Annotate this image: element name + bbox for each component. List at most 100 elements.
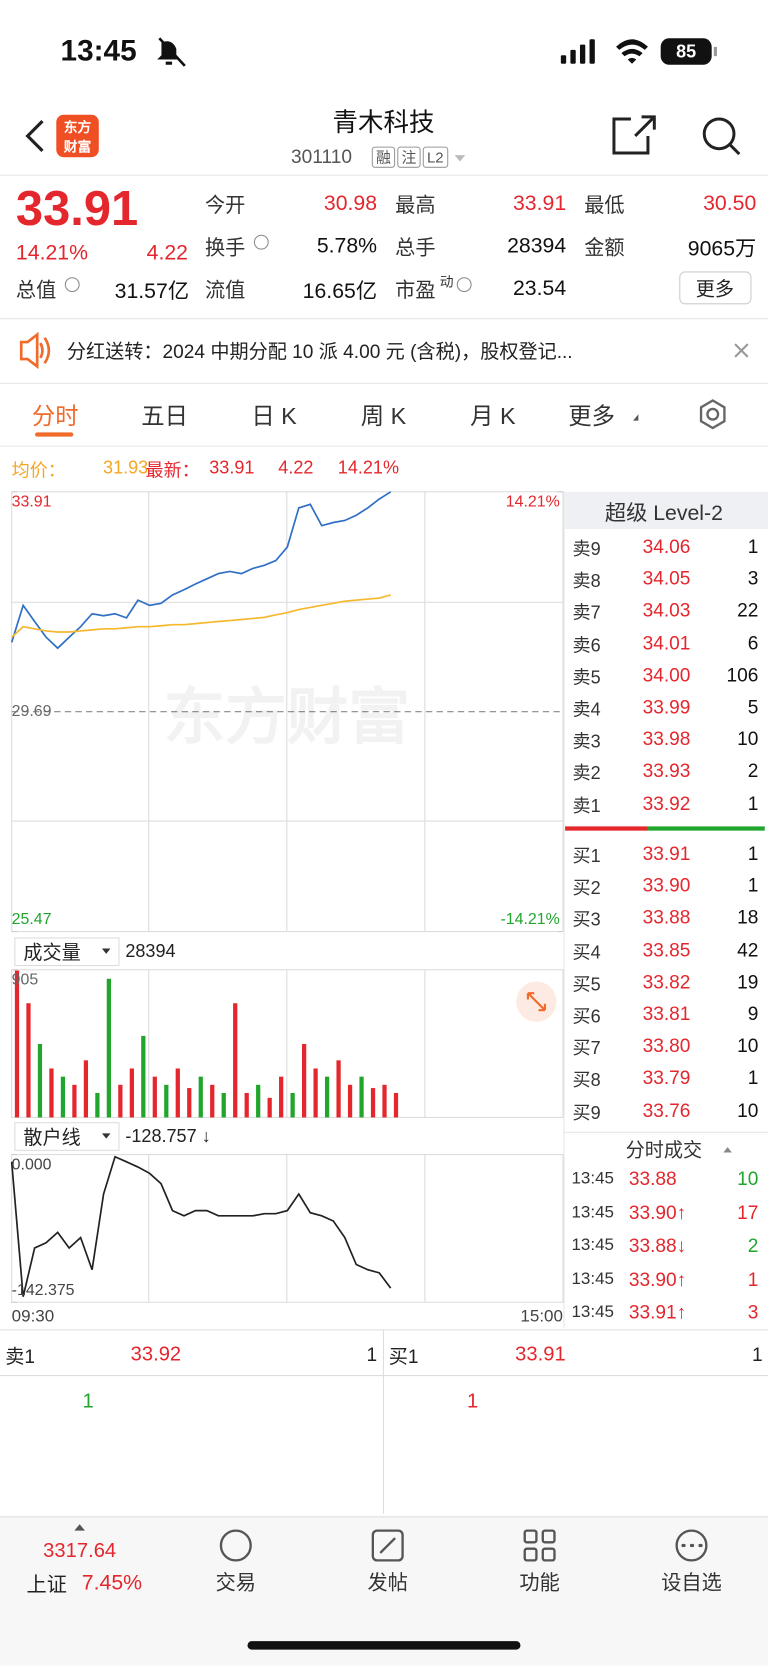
func-icon — [541, 1529, 556, 1544]
volume-bar — [324, 1076, 330, 1118]
post-pen — [379, 1537, 396, 1554]
watchlist-icon[interactable] — [675, 1529, 708, 1562]
book-price: 33.79 — [642, 1067, 691, 1089]
book-label: 卖4 — [572, 699, 601, 720]
sort-icon — [723, 1147, 732, 1153]
change-pct: 14.21% — [15, 241, 88, 266]
more-button[interactable] — [679, 271, 752, 305]
level2-header — [565, 491, 768, 529]
stat-label: 流值 — [205, 279, 246, 303]
book-price: 33.85 — [642, 939, 691, 961]
avg-value: 31.93 — [103, 457, 149, 478]
back-icon[interactable] — [25, 119, 44, 152]
stat-label: 总手 — [395, 237, 436, 260]
tab: 周 K — [360, 402, 407, 430]
nav-item: 发帖 — [367, 1572, 408, 1595]
close-icon[interactable] — [734, 343, 749, 358]
book-volume: 106 — [726, 664, 759, 686]
logo-box[interactable] — [56, 114, 99, 158]
detail-volume: 1 — [82, 1390, 94, 1413]
book-volume: 18 — [737, 907, 759, 929]
trade-icon[interactable] — [219, 1529, 252, 1562]
volume-bar — [106, 978, 111, 1118]
book-price: 34.01 — [642, 632, 691, 654]
post-icon[interactable] — [371, 1529, 404, 1562]
info-icon — [456, 277, 472, 293]
volume-bar — [152, 1076, 157, 1118]
index-name: 上证 — [26, 1574, 67, 1598]
stock-code: 301110 — [291, 146, 353, 168]
y-tick-label: 33.91 — [12, 494, 52, 511]
best-label: 卖1 — [5, 1345, 36, 1368]
book-price: 33.91 — [642, 842, 691, 865]
y-tick-label: 905 — [12, 972, 39, 989]
best-volume: 1 — [752, 1344, 763, 1366]
book-volume: 1 — [747, 874, 759, 897]
tab-underline — [35, 432, 74, 437]
trade-time: 13:45 — [571, 1202, 615, 1221]
book-price: 34.03 — [642, 600, 691, 622]
book-price: 33.81 — [642, 1003, 691, 1025]
share-icon[interactable] — [612, 115, 656, 155]
volume-bar — [221, 1092, 226, 1118]
speaker-icon — [19, 331, 51, 370]
signal-bar — [560, 55, 567, 64]
retail-value: -128.757 ↓ — [125, 1125, 211, 1147]
book-price: 33.80 — [642, 1035, 691, 1057]
y-tick-label: -142.375 — [12, 1282, 75, 1299]
book-label: 卖9 — [572, 539, 601, 560]
latest-label: 最新： — [145, 460, 200, 481]
bid-bar — [647, 826, 765, 831]
nav-item: 设自选 — [661, 1572, 722, 1595]
volume-bar — [301, 1044, 307, 1118]
bell-icon — [157, 41, 181, 65]
tag: 融 — [371, 146, 396, 168]
volume-bar — [175, 1068, 180, 1118]
stat-label: 换手 — [205, 237, 246, 260]
volume-bar — [26, 1003, 31, 1118]
battery-level: 85 — [676, 41, 697, 62]
volume-bar — [164, 1084, 169, 1118]
trade-time: 13:45 — [571, 1236, 615, 1255]
search-icon[interactable] — [702, 117, 741, 156]
book-volume: 19 — [737, 971, 759, 993]
status-icons — [157, 37, 717, 67]
volume-total: 28394 — [125, 941, 176, 962]
trades-title: 分时成交 — [625, 1139, 703, 1161]
ask-bar — [565, 826, 648, 831]
volume-bar — [72, 1084, 77, 1118]
func-icon — [541, 1547, 556, 1562]
signal-bar — [579, 44, 586, 64]
stat-value: 30.50 — [703, 191, 757, 216]
volume-bar — [60, 1076, 66, 1118]
latest-pct: 14.21% — [337, 457, 400, 478]
nav-item: 功能 — [519, 1572, 560, 1595]
price: 33.91 — [15, 180, 139, 236]
func-icon[interactable] — [523, 1529, 538, 1544]
book-label: 卖5 — [572, 667, 601, 688]
trade-price: 33.88 — [628, 1167, 677, 1190]
trade-time: 13:45 — [571, 1169, 615, 1188]
tag: L2 — [422, 146, 448, 168]
change: 4.22 — [146, 241, 189, 266]
book-label: 买7 — [572, 1038, 601, 1059]
dropdown-icon[interactable] — [454, 155, 466, 162]
index-pct: 7.45% — [81, 1571, 143, 1595]
signal-bar — [570, 49, 576, 64]
tab: 分时 — [31, 402, 79, 430]
index-arrow — [74, 1524, 85, 1531]
book-price: 33.90 — [642, 874, 691, 897]
best-price: 33.91 — [515, 1343, 566, 1366]
book-volume: 1 — [747, 535, 759, 558]
func-icon — [523, 1547, 538, 1562]
volume-bar — [83, 1060, 89, 1118]
settings-icon[interactable] — [699, 399, 726, 430]
trade-price: 33.91↑ — [628, 1301, 687, 1323]
book-price: 33.82 — [642, 971, 691, 993]
book-label: 卖8 — [572, 571, 601, 592]
book-volume: 22 — [737, 600, 759, 622]
avg-label: 均价： — [11, 460, 66, 481]
book-label: 买8 — [572, 1070, 601, 1091]
trade-volume: 10 — [737, 1167, 759, 1190]
